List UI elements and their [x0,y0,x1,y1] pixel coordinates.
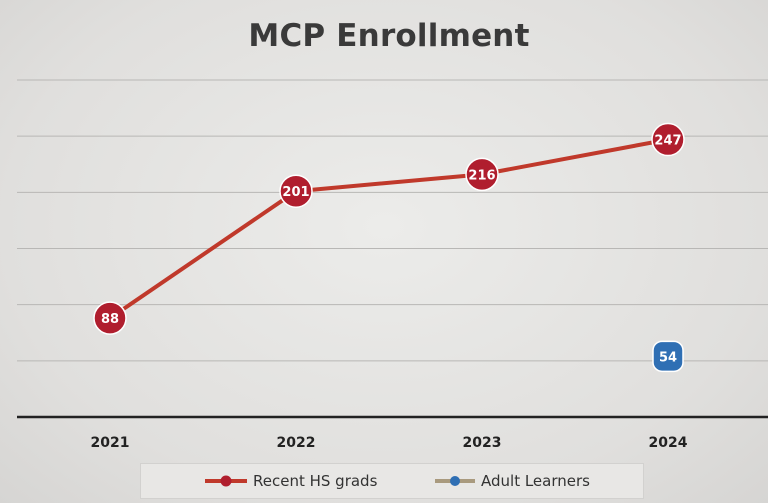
chart-title: MCP Enrollment [248,18,530,54]
x-axis-tick-labels: 2021 2022 2023 2024 [91,435,688,451]
x-tick-label: 2022 [277,435,316,451]
gridlines [17,79,768,419]
series-lines [108,137,669,320]
series-line [108,137,669,320]
data-label: 201 [282,185,309,200]
legend-swatch-adult-learners [435,476,475,486]
data-point [279,174,313,208]
data-markers: 88 201 216 247 54 [93,122,685,373]
data-point [93,301,127,335]
data-point [651,122,685,157]
data-point [465,157,499,192]
data-label: 216 [468,168,495,183]
x-tick-label: 2024 [649,435,688,451]
data-label: 54 [659,350,677,365]
x-tick-label: 2023 [463,435,502,451]
legend-item-recent-hs-grads: Recent HS grads [205,464,377,498]
data-label: 88 [101,312,119,327]
legend-swatch-recent-hs-grads [205,475,247,487]
legend-label-recent-hs-grads: Recent HS grads [253,472,378,490]
legend: Recent HS grads Adult Learners [140,463,644,499]
data-point [652,340,684,373]
legend-item-adult-learners: Adult Learners [435,464,590,498]
x-tick-label: 2021 [91,435,130,451]
legend-label-adult-learners: Adult Learners [481,472,590,490]
data-label: 247 [654,134,681,149]
